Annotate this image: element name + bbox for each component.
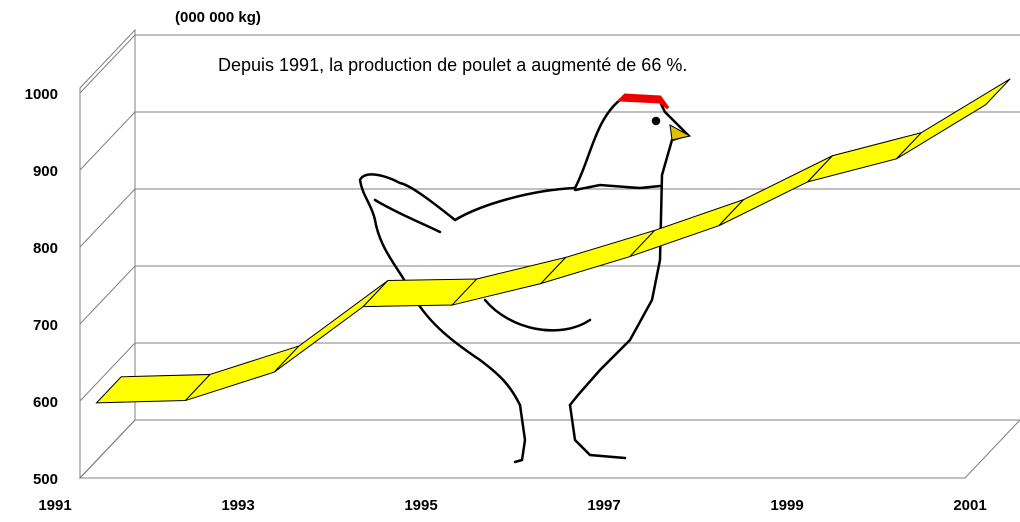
x-tick-label: 1997 [587,497,620,514]
chicken-wing [483,298,592,332]
x-tick-label: 2001 [953,497,986,514]
y-axis-unit: (000 000 kg) [175,9,261,26]
grid-line [79,111,136,171]
y-tick-label: 500 [33,471,58,488]
chicken-eye [651,116,661,126]
left-wall [79,28,136,480]
walls [78,28,1020,480]
ribbon-segment [539,229,657,285]
x-tick-label: 1993 [221,497,254,514]
y-tick-label: 1000 [25,86,58,103]
chicken-comb [616,93,670,110]
chicken-back [358,98,622,407]
y-tick-label: 700 [33,317,58,334]
ribbon-segment [718,155,833,227]
grid-line [79,342,136,402]
chicken-leg [513,403,527,464]
x-tick-label: 1999 [770,497,803,514]
y-tick-label: 800 [33,240,58,257]
x-tick-label: 1991 [38,497,71,514]
chicken-feather [373,198,442,234]
y-tick-label: 600 [33,394,58,411]
chicken-illustration [358,98,691,464]
ribbon-segment [185,345,300,402]
grid-line [79,34,136,94]
chicken-beak [669,124,692,141]
y-tick-label: 900 [33,163,58,180]
ribbon [95,78,1011,404]
ribbon-segment [273,280,389,373]
grid-line [79,419,136,479]
grid-line [79,265,136,325]
chicken-front [568,98,691,407]
ribbon-segment [629,199,744,258]
floor [78,419,1020,479]
x-tick-label: 1995 [404,497,437,514]
annotation: Depuis 1991, la production de poulet a a… [218,55,687,75]
ribbon-segment [806,131,923,183]
ribbon-segment [896,78,1011,160]
grid [79,34,1020,479]
grid-line [79,188,136,248]
chicken-leg [568,403,627,460]
chicken-neck [573,183,662,192]
